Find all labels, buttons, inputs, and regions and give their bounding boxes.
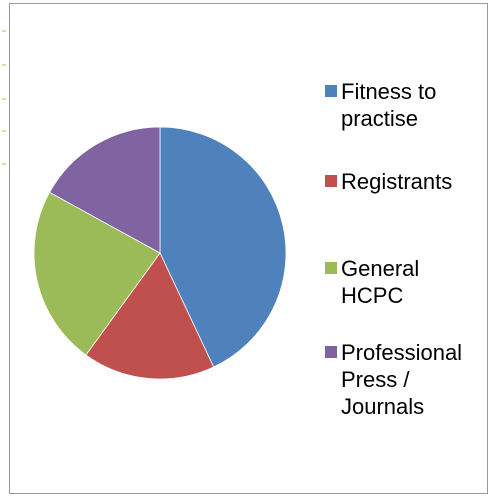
legend-item-registrants: Registrants	[325, 168, 490, 195]
pie-slice-registrants	[85, 252, 215, 380]
legend-label: General HCPC	[341, 256, 420, 308]
legend-item-professional-press-journals: Professional Press / Journals	[325, 339, 490, 420]
legend-item-general-hcpc: General HCPC	[325, 255, 490, 309]
legend-label: Fitness to practise	[341, 79, 437, 131]
legend: Fitness to practise Registrants General …	[325, 0, 490, 497]
legend-swatch	[325, 262, 337, 274]
legend-label: Registrants	[341, 169, 453, 194]
legend-item-fitness-to-practise: Fitness to practise	[325, 78, 490, 132]
legend-swatch	[325, 346, 337, 358]
legend-label: Professional Press / Journals	[341, 340, 463, 419]
pie-slice-general-hcpc	[33, 191, 161, 356]
legend-swatch	[325, 175, 337, 187]
legend-swatch	[325, 85, 337, 97]
pie-slice-professional-press-journals	[49, 126, 161, 254]
stray-marks	[0, 30, 8, 170]
pie-slice-fitness-to-practise	[159, 126, 287, 368]
